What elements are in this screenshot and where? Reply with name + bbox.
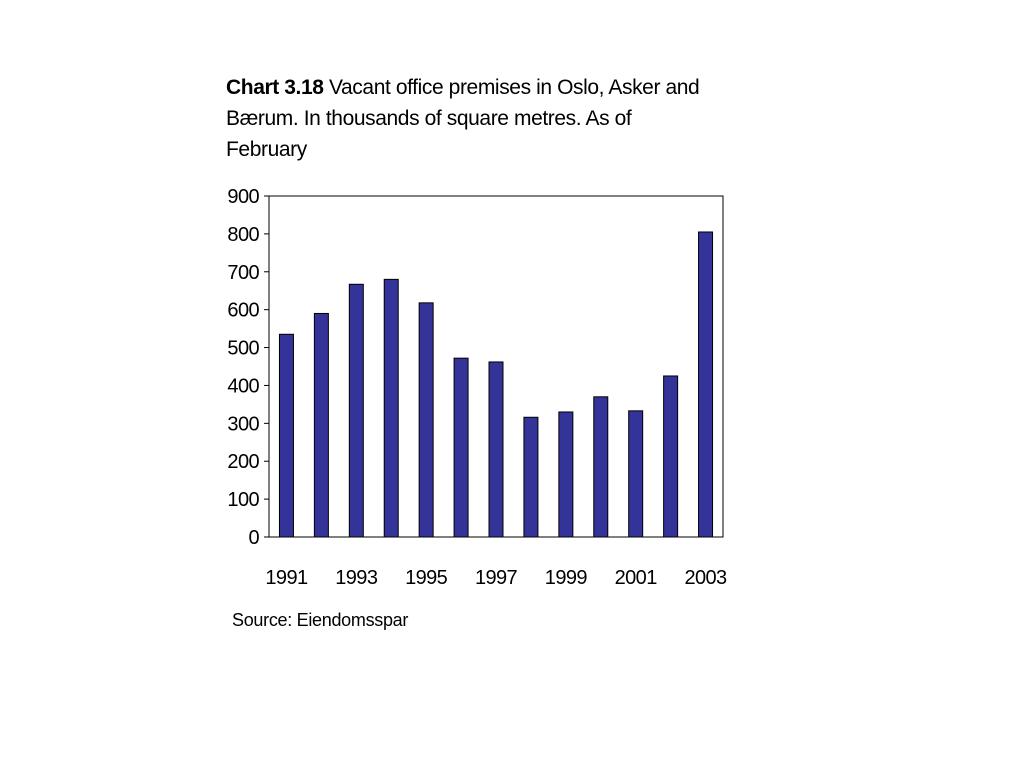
bar-2000 bbox=[593, 396, 609, 538]
bar-2003 bbox=[698, 231, 714, 538]
bar-2001 bbox=[628, 410, 644, 538]
chart-title-text: Vacant office premises in Oslo, Asker an… bbox=[226, 76, 700, 161]
chart-title: Chart 3.18 Vacant office premises in Osl… bbox=[226, 72, 706, 165]
y-tick-label: 0 bbox=[248, 527, 259, 549]
x-tick-label: 1997 bbox=[475, 567, 518, 589]
x-tick-label: 1995 bbox=[405, 567, 448, 589]
bar-1995 bbox=[418, 302, 434, 538]
x-tick-label: 2001 bbox=[615, 567, 658, 589]
x-tick-label: 1993 bbox=[335, 567, 378, 589]
x-tick-label: 1991 bbox=[265, 567, 308, 589]
x-tick-label: 1999 bbox=[545, 567, 588, 589]
y-axis: 0 100 200 300 400 500 600 700 800 900 bbox=[227, 186, 269, 549]
y-tick-label: 200 bbox=[227, 451, 259, 473]
bar-1994 bbox=[383, 278, 399, 538]
bar-1996 bbox=[453, 357, 469, 538]
y-tick-label: 100 bbox=[227, 489, 259, 511]
bar-1993 bbox=[348, 283, 364, 538]
y-tick-label: 600 bbox=[227, 300, 259, 322]
chart-title-bold: Chart 3.18 bbox=[226, 76, 324, 99]
x-tick-label: 2003 bbox=[684, 567, 727, 589]
bars bbox=[278, 231, 714, 538]
bar-2002 bbox=[663, 375, 679, 538]
bar-1991 bbox=[278, 333, 294, 538]
bar-1997 bbox=[488, 361, 504, 538]
x-axis: 1991 1993 1995 1997 1999 2001 2003 bbox=[265, 567, 727, 589]
y-tick-label: 800 bbox=[227, 224, 259, 246]
y-tick-label: 400 bbox=[227, 375, 259, 397]
plot-frame bbox=[268, 195, 724, 538]
y-tick-label: 900 bbox=[227, 186, 259, 208]
y-tick-label: 700 bbox=[227, 262, 259, 284]
bar-1999 bbox=[558, 411, 574, 538]
source-note: Source: Eiendomsspar bbox=[232, 610, 409, 630]
bar-1998 bbox=[523, 416, 539, 538]
y-tick-label: 300 bbox=[227, 413, 259, 435]
y-tick-label: 500 bbox=[227, 338, 259, 360]
bar-1992 bbox=[313, 312, 329, 538]
